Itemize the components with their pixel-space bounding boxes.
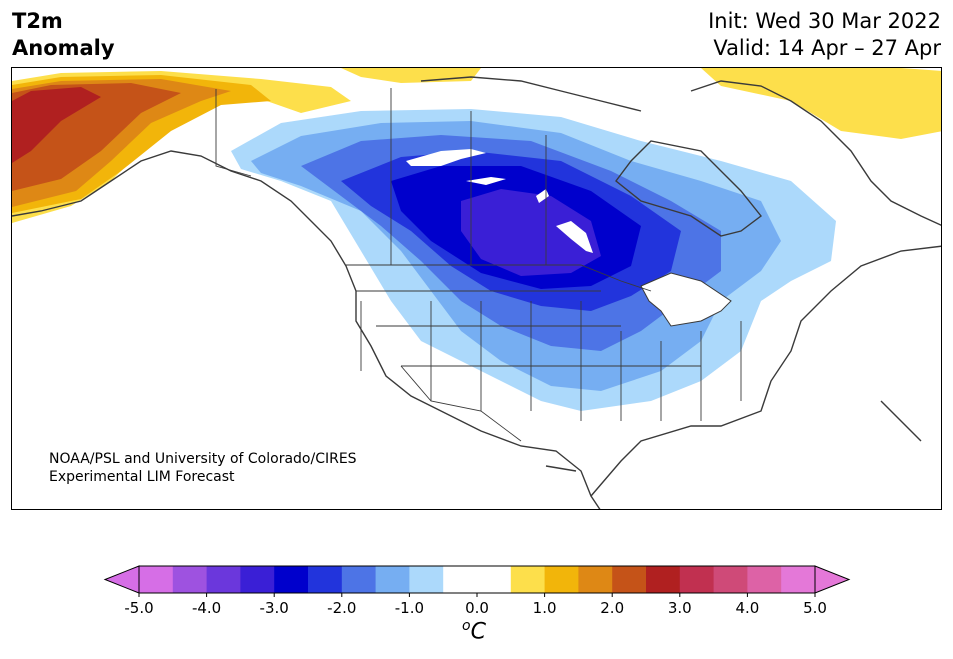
forecast-dates: Init: Wed 30 Mar 2022 Valid: 14 Apr – 27…: [708, 8, 941, 62]
credit-line-1: NOAA/PSL and University of Colorado/CIRE…: [49, 451, 357, 467]
colorbar-swatch: [612, 566, 647, 593]
lake-great-slave: [466, 177, 506, 185]
colorbar-extend-high: [814, 565, 851, 594]
colorbar-swatch: [139, 566, 174, 593]
colorbar-tick-label: 4.0: [735, 599, 759, 617]
valid-range: Valid: 14 Apr – 27 Apr: [713, 36, 941, 60]
map-canvas: [12, 68, 941, 509]
colorbar-tick-label: -3.0: [260, 599, 289, 617]
init-date: Init: Wed 30 Mar 2022: [708, 9, 941, 33]
colorbar-swatch: [375, 566, 410, 593]
subvariable-label: Anomaly: [12, 36, 115, 60]
credit-text: NOAA/PSL and University of Colorado/CIRE…: [49, 450, 357, 486]
map-title: T2m Anomaly: [12, 8, 115, 62]
colorbar-swatch: [274, 566, 309, 593]
colorbar-extend-low: [103, 565, 140, 594]
colorbar-swatch: [544, 566, 579, 593]
colorbar-tick-label: -5.0: [124, 599, 153, 617]
credit-line-2: Experimental LIM Forecast: [49, 469, 235, 485]
colorbar-swatch: [341, 566, 377, 593]
colorbar-swatch: [578, 566, 613, 593]
colorbar-swatch: [443, 566, 478, 593]
colorbar-swatch: [713, 566, 748, 593]
colorbar-swatch: [206, 566, 241, 593]
anomaly-map: [11, 67, 942, 510]
cold-core: [461, 189, 601, 276]
alaska-warm-core: [12, 87, 101, 163]
colorbar-swatch: [646, 566, 681, 593]
colorbar-swatch: [679, 566, 715, 593]
colorbar-tick-label: 2.0: [600, 599, 624, 617]
colorbar-tick-label: 3.0: [668, 599, 692, 617]
colorbar-tick-label: 1.0: [533, 599, 557, 617]
lake-great-bear: [406, 149, 486, 166]
colorbar-swatch: [747, 566, 782, 593]
colorbar-tick-label: -1.0: [395, 599, 424, 617]
lake-winnipeg: [556, 221, 593, 253]
colorbar-tick-label: -2.0: [327, 599, 356, 617]
colorbar-tick-label: -4.0: [192, 599, 221, 617]
colorbar-swatch: [781, 566, 816, 593]
colorbar-swatch: [240, 566, 275, 593]
colorbar-swatch: [477, 566, 512, 593]
unit-degree: o: [462, 618, 471, 634]
borders: [215, 88, 742, 442]
colorbar-tick-label: 5.0: [803, 599, 827, 617]
colorbar-tick-label: 0.0: [465, 599, 489, 617]
colorbar-swatch: [172, 566, 208, 593]
unit-symbol: C: [470, 619, 486, 645]
colorbar-unit: oC: [462, 618, 486, 644]
variable-label: T2m: [12, 9, 63, 33]
coastlines: [12, 76, 941, 509]
great-lakes: [640, 272, 732, 327]
colorbar-swatch: [510, 566, 546, 593]
colorbar-swatch: [409, 566, 444, 593]
colorbar-swatch: [308, 566, 343, 593]
